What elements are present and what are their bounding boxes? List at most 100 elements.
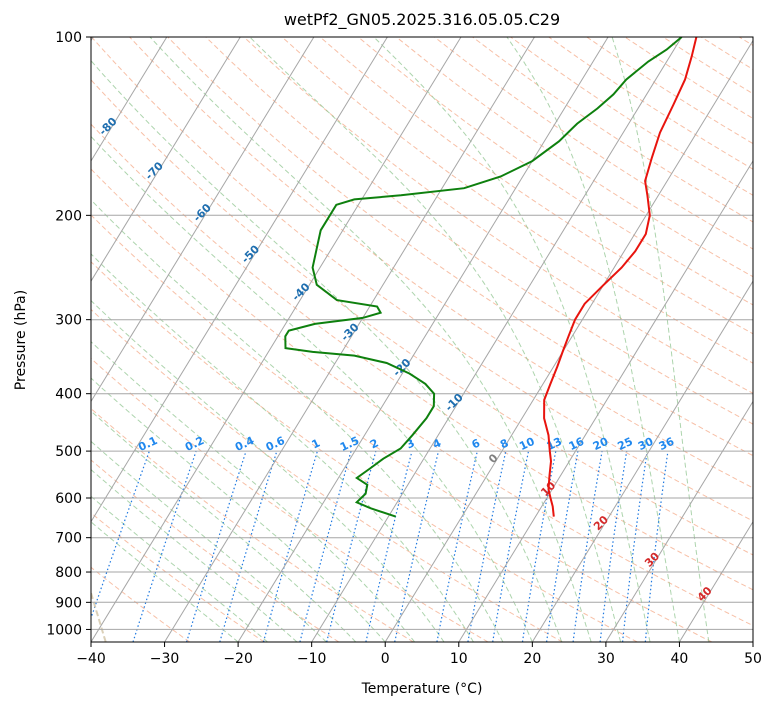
isotherm-line — [237, 37, 609, 642]
y-tick-label: 800 — [55, 565, 82, 581]
isotherm-label: -70 — [143, 159, 166, 182]
mixing-ratio-line — [219, 450, 278, 642]
mixing-ratio-label: 10 — [517, 435, 537, 453]
isotherm-label: -40 — [289, 280, 312, 303]
isotherms — [91, 37, 753, 642]
dry-adiabat-line — [319, 37, 753, 335]
plot-frame — [90, 36, 754, 643]
dry-adiabat-line — [91, 37, 753, 522]
mixing-ratio-line — [622, 451, 648, 642]
mixing-ratio-label: 16 — [567, 435, 587, 453]
isotherm-line — [91, 37, 462, 642]
moist-adiabat-line — [91, 199, 504, 642]
x-tick-label: 50 — [744, 651, 762, 667]
dry-adiabat-line — [91, 308, 563, 642]
isotherm-line — [91, 37, 388, 523]
y-tick-label: 1000 — [46, 622, 82, 638]
mixing-ratio-line — [492, 450, 530, 642]
y-tick-label: 100 — [55, 30, 82, 46]
dry-adiabat-line — [586, 37, 753, 145]
isotherm-line — [605, 400, 753, 642]
x-axis: −40 −30 −20 −10 0 10 20 30 40 50 — [76, 642, 762, 667]
x-tick-label: 20 — [523, 651, 541, 667]
moist-adiabat-line — [149, 37, 592, 642]
pressure-gridlines — [91, 37, 753, 630]
moist-adiabat-line — [91, 410, 357, 642]
mixing-ratio-line — [262, 450, 318, 642]
y-tick-label: 600 — [55, 491, 82, 507]
temperature-series-line — [543, 37, 698, 517]
dry-adiabat-line — [91, 261, 638, 642]
isotherm-line — [384, 39, 753, 642]
mixing-ratio-label: 13 — [545, 435, 564, 453]
mixing-ratio-label: 6 — [470, 436, 483, 451]
dry-adiabat-line — [91, 214, 713, 642]
isotherm-label: -20 — [390, 356, 413, 379]
y-tick-label: 500 — [55, 444, 82, 460]
mixing-ratio-line — [326, 450, 377, 642]
mixing-ratio-lines — [91, 450, 669, 642]
dry-adiabat-line — [91, 459, 340, 642]
isotherm-label: -60 — [191, 201, 214, 224]
moist-adiabat-line — [91, 341, 415, 642]
x-tick-label: −20 — [223, 651, 253, 667]
isotherm-label: -30 — [338, 320, 361, 343]
moist-adiabat-line — [506, 37, 680, 642]
isotherm-label: -80 — [96, 115, 119, 138]
isotherm-line — [91, 37, 168, 162]
dry-adiabat-line — [662, 37, 753, 95]
isotherm-line — [91, 37, 315, 403]
mixing-ratio-label: 25 — [616, 435, 635, 453]
zero-isotherm-label: 0 — [486, 451, 501, 466]
isotherm-line — [678, 520, 753, 642]
mixing-ratio-line — [91, 450, 150, 620]
x-tick-label: −40 — [76, 651, 106, 667]
mixing-ratio-line — [644, 451, 669, 642]
dry-adiabat-line — [243, 37, 753, 394]
moist-adiabat-line — [611, 37, 710, 642]
y-tick-label: 700 — [55, 531, 82, 547]
moist-adiabat-line — [91, 440, 327, 642]
dry-adiabat-line — [395, 37, 753, 278]
dry-adiabat-line — [167, 37, 753, 457]
dry-adiabat-line — [700, 37, 753, 70]
mixing-ratio-line — [546, 450, 579, 642]
dry-adiabat-line — [91, 123, 753, 591]
y-tick-label: 900 — [55, 595, 82, 611]
profiles — [284, 37, 698, 518]
mixing-ratio-label: 20 — [591, 435, 611, 453]
moist-adiabat-line — [249, 37, 622, 642]
isotherm-line — [458, 159, 753, 642]
moist-adiabat-line — [373, 37, 651, 642]
moist-adiabat-line — [91, 135, 533, 642]
dry-adiabat-label: 30 — [642, 549, 662, 569]
x-tick-label: 30 — [597, 651, 615, 667]
dry-adiabat-label: 20 — [591, 513, 611, 533]
y-axis-label: Pressure (hPa) — [13, 290, 29, 390]
mixing-ratio-line — [299, 450, 352, 642]
moist-adiabat-line — [91, 495, 268, 642]
moist-adiabat-line — [91, 299, 445, 642]
mixing-ratio-line — [132, 450, 197, 642]
y-axis: 1000 900 800 700 600 500 400 300 200 100 — [46, 30, 91, 638]
dry-adiabat-line — [91, 512, 265, 642]
isotherm-line — [311, 37, 683, 642]
x-axis-label: Temperature (°C) — [361, 681, 483, 697]
background-lines — [91, 37, 753, 642]
y-tick-label: 200 — [55, 208, 82, 224]
mixing-ratio-label: 4 — [431, 436, 444, 451]
isotherm-line — [164, 37, 535, 642]
isotherm-label: -100 — [0, 33, 24, 62]
mixing-ratio-line — [186, 450, 247, 642]
dry-adiabat-label: 40 — [695, 584, 715, 604]
mixing-ratio-line — [436, 450, 478, 642]
dewpoint-series-line — [284, 37, 683, 518]
x-tick-label: −30 — [150, 651, 180, 667]
mixing-ratio-label: 30 — [636, 435, 656, 453]
x-tick-label: 0 — [381, 651, 390, 667]
isotherm-label: -50 — [239, 242, 262, 265]
dry-adiabat-line — [281, 37, 753, 364]
dry-adiabat-line — [472, 37, 753, 223]
chart-title: wetPf2_GN05.2025.316.05.05.C29 — [284, 10, 560, 30]
